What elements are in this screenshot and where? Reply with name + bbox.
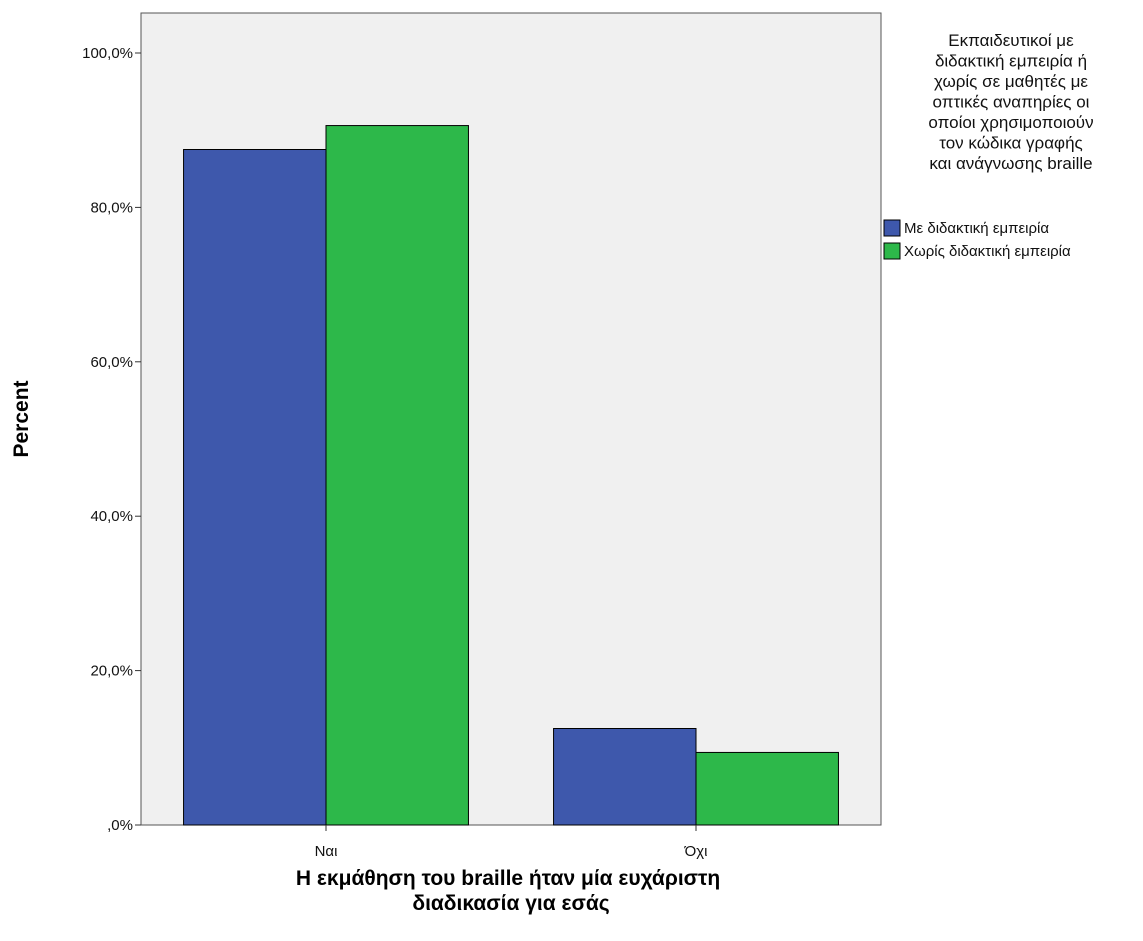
y-tick-label: ,0% [107,817,133,834]
legend: Εκπαιδευτικοί με διδακτική εμπειρία ήχωρί… [883,31,1094,260]
x-axis-title-line-2: διαδικασία για εσάς [412,892,609,915]
bar [325,125,469,826]
legend-label: Χωρίς διδακτική εμπειρία [904,243,1071,260]
legend-title-line: χωρίς σε μαθητές με [934,72,1088,91]
x-axis: Ναι Όχι [315,825,708,860]
y-axis: ,0% 20,0% 40,0% 60,0% 80,0% 100,0% [82,45,141,834]
legend-label: Με διδακτική εμπειρία [904,220,1049,237]
legend-title-line: και ανάγνωσης braille [929,154,1092,173]
y-tick-label: 60,0% [90,354,133,371]
bar [553,728,697,826]
y-axis-title: Percent [10,380,33,457]
legend-title-line: οπτικές αναπηρίες οι [933,93,1090,112]
y-tick-label: 100,0% [82,45,133,62]
bars [183,125,839,826]
legend-title-line: τον κώδικα γραφής [939,134,1082,153]
y-tick-label: 40,0% [90,508,133,525]
legend-swatch [883,242,901,260]
bar [183,149,327,826]
bar [695,751,839,826]
x-axis-title-line-1: Η εκμάθηση του braille ήταν μία ευχάριστ… [296,867,720,890]
y-tick-label: 80,0% [90,199,133,216]
legend-title-line: διδακτική εμπειρία ή [935,52,1087,71]
legend-title-line: οποίοι χρησιμοποιούν [928,113,1093,132]
y-tick-label: 20,0% [90,663,133,680]
x-tick-label: Ναι [315,843,338,860]
x-tick-label: Όχι [684,843,708,860]
legend-title-line: Εκπαιδευτικοί με [948,31,1074,50]
legend-swatch [883,219,901,237]
x-axis-title: Η εκμάθηση του braille ήταν μία ευχάριστ… [296,867,726,915]
